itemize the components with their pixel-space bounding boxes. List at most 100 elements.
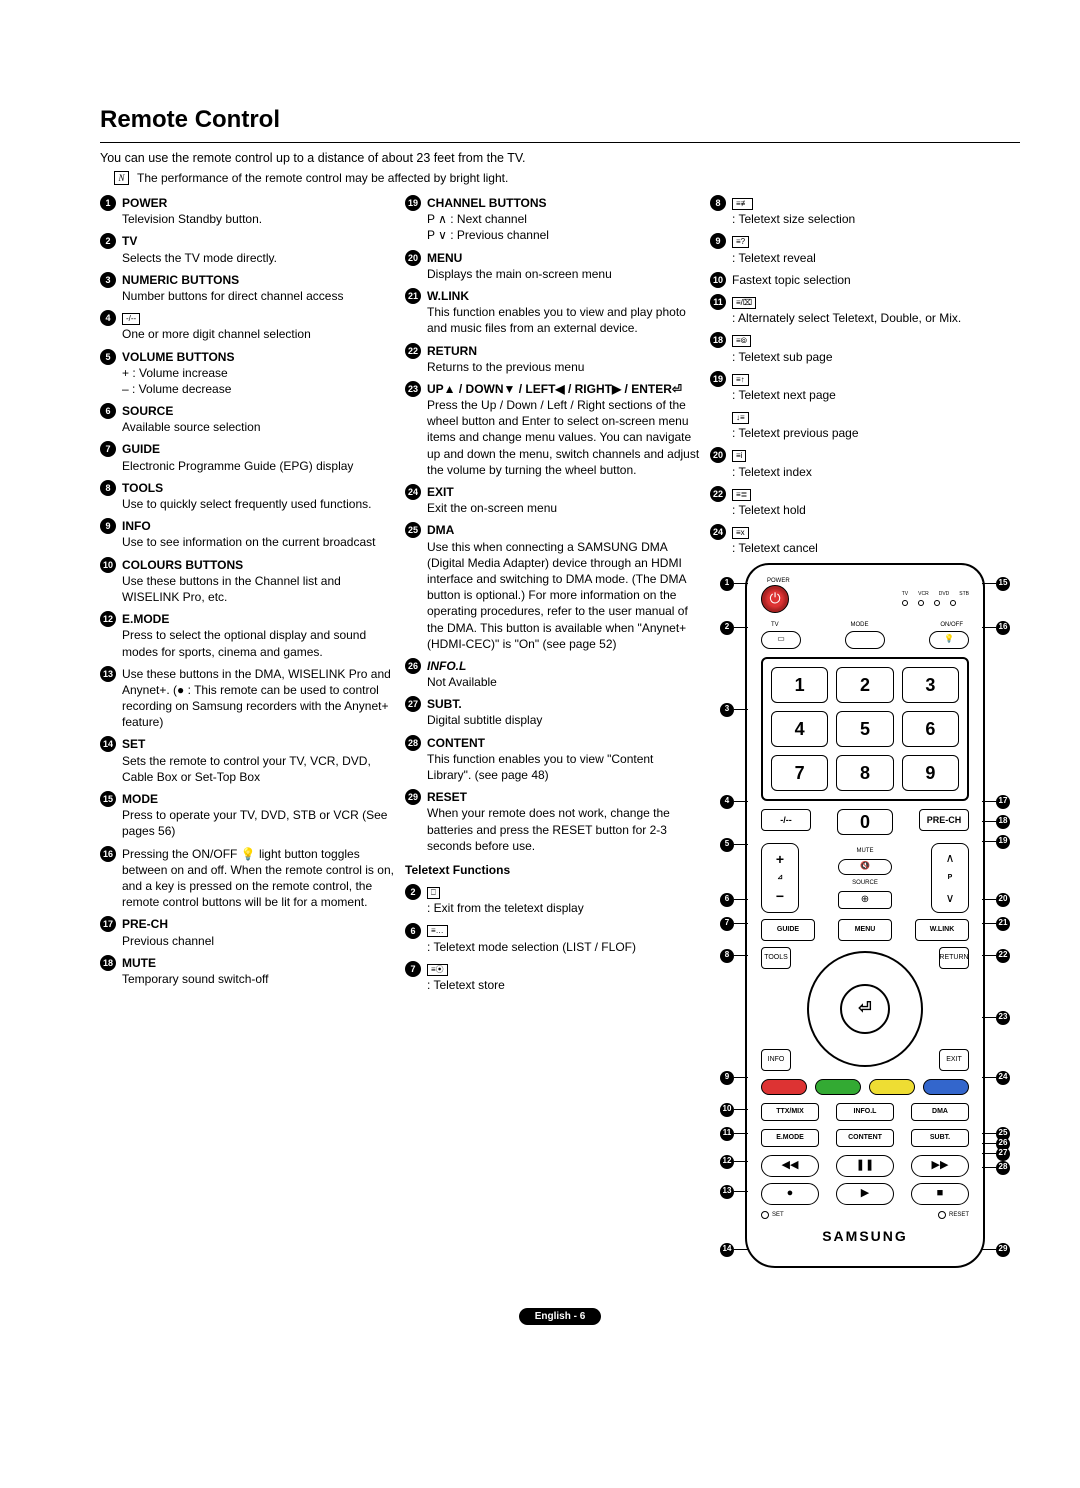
list-item: 3NUMERIC BUTTONSNumber buttons for direc… xyxy=(100,272,395,304)
note-text: The performance of the remote control ma… xyxy=(137,171,508,185)
item-number-badge: 18 xyxy=(710,332,726,348)
item-body: CONTENTThis function enables you to view… xyxy=(427,735,700,784)
callout-badge-right: 27 xyxy=(996,1147,1010,1161)
teletext-glyph-icon: ≡⦿ xyxy=(427,964,448,976)
item-label: DMA xyxy=(427,523,454,537)
item-body: ≡≢ : Teletext size selection xyxy=(732,195,1020,227)
item-description: : Teletext store xyxy=(427,977,700,993)
item-body: SETSets the remote to control your TV, V… xyxy=(122,736,395,785)
item-label: INFO xyxy=(122,519,151,533)
item-number-badge: 19 xyxy=(405,195,421,211)
item-body: TOOLSUse to quickly select frequently us… xyxy=(122,480,395,512)
item-description: + : Volume increase– : Volume decrease xyxy=(122,365,395,397)
item-description: Fastext topic selection xyxy=(732,272,1020,288)
exit-button-icon: EXIT xyxy=(939,1049,969,1071)
callout-badge-left: 7 xyxy=(720,917,734,931)
list-item: 18 ≡⦾ : Teletext sub page xyxy=(710,332,1020,364)
item-number-badge: 22 xyxy=(710,486,726,502)
item-number-badge: 12 xyxy=(100,611,116,627)
list-item: 16Pressing the ON/OFF 💡 light button tog… xyxy=(100,846,395,911)
item-label: EXIT xyxy=(427,485,454,499)
list-item: 10COLOURS BUTTONSUse these buttons in th… xyxy=(100,557,395,606)
item-description: Use to quickly select frequently used fu… xyxy=(122,496,395,512)
item-description: Television Standby button. xyxy=(122,211,395,227)
item-label: UP▲ / DOWN▼ / LEFT◀ / RIGHT▶ / ENTER⏎ xyxy=(427,382,682,396)
item-label: SUBT. xyxy=(427,697,462,711)
mid-stack: MUTE 🔇 SOURCE ⊕ xyxy=(838,847,892,909)
list-item: 26INFO.LNot Available xyxy=(405,658,700,690)
item-description: This function enables you to view and pl… xyxy=(427,304,700,336)
item-number-badge: 13 xyxy=(100,666,116,682)
playback-row-1: ◀◀❚❚▶▶ xyxy=(761,1155,969,1177)
item-label: MUTE xyxy=(122,956,156,970)
item-label: TOOLS xyxy=(122,481,163,495)
red-button-icon xyxy=(761,1079,807,1095)
callout-badge-left: 4 xyxy=(720,795,734,809)
item-number-badge: 18 xyxy=(100,955,116,971)
func-row-1: TTX/MIXINFO.LDMA xyxy=(761,1103,969,1121)
item-description: Exit the on-screen menu xyxy=(427,500,700,516)
callout-badge-left: 14 xyxy=(720,1243,734,1257)
enter-button-icon: ⏎ xyxy=(840,984,890,1034)
onoff-button-icon: 💡 xyxy=(929,631,969,649)
list-item: 18MUTETemporary sound switch-off xyxy=(100,955,395,987)
item-body: TVSelects the TV mode directly. xyxy=(122,233,395,265)
callout-badge-left: 2 xyxy=(720,621,734,635)
col2-list: 19CHANNEL BUTTONSP ∧ : Next channelP ∨ :… xyxy=(405,195,700,854)
list-item: 13 Use these buttons in the DMA, WISELINK… xyxy=(100,666,395,731)
teletext-glyph-icon: ≡… xyxy=(427,925,448,937)
intro-text: You can use the remote control up to a d… xyxy=(100,151,1020,165)
list-item: 7GUIDEElectronic Programme Guide (EPG) d… xyxy=(100,441,395,473)
column-2: 19CHANNEL BUTTONSP ∧ : Next channelP ∨ :… xyxy=(405,195,700,999)
item-body: RESETWhen your remote does not work, cha… xyxy=(427,789,700,854)
item-body: ≡… : Teletext mode selection (LIST / FLO… xyxy=(427,923,700,955)
callout-badge-right: 16 xyxy=(996,621,1010,635)
item-body: Pressing the ON/OFF 💡 light button toggl… xyxy=(122,846,395,911)
mode-dot-icon xyxy=(902,600,908,606)
teletext-glyph-icon: ↓≡ xyxy=(732,412,749,424)
item-description: Returns to the previous menu xyxy=(427,359,700,375)
item-number-badge: 29 xyxy=(405,789,421,805)
mode-dot-label: DVD xyxy=(939,591,950,598)
item-body: DMAUse this when connecting a SAMSUNG DM… xyxy=(427,522,700,652)
item-label: MODE xyxy=(122,792,158,806)
item-label: CONTENT xyxy=(427,736,485,750)
callout-badge-left: 1 xyxy=(720,577,734,591)
list-item: 29 RESETWhen your remote does not work, c… xyxy=(405,789,700,854)
list-item: 27SUBT.Digital subtitle display xyxy=(405,696,700,728)
set-label: SET xyxy=(772,1211,784,1219)
item-body: ≡/⌧ : Alternately select Teletext, Doubl… xyxy=(732,294,1020,326)
item-body: POWERTelevision Standby button. xyxy=(122,195,395,227)
col1-list: 1POWERTelevision Standby button.2TVSelec… xyxy=(100,195,395,987)
record-button-icon: ▶ xyxy=(836,1183,894,1205)
item-description: : Teletext mode selection (LIST / FLOF) xyxy=(427,939,700,955)
item-number-badge: 20 xyxy=(710,447,726,463)
item-body: Fastext topic selection xyxy=(732,272,1020,288)
item-description: Available source selection xyxy=(122,419,395,435)
item-description: Previous channel xyxy=(122,933,395,949)
columns: 1 POWERTelevision Standby button. 2 TVSelec… xyxy=(100,195,1020,1268)
item-description: : Teletext next page xyxy=(732,387,1020,403)
record-button-icon: ■ xyxy=(911,1183,969,1205)
item-description: Use these buttons in the DMA, WISELINK P… xyxy=(122,666,395,731)
teletext-glyph-icon: ≡/⌧ xyxy=(732,297,756,309)
reset-label: RESET xyxy=(949,1211,969,1219)
tv-button-icon: ▭ xyxy=(761,631,801,649)
item-label: SOURCE xyxy=(122,404,173,418)
list-item: 12E.MODEPress to select the optional dis… xyxy=(100,611,395,660)
list-item: 9≡? : Teletext reveal xyxy=(710,233,1020,265)
tools-button-icon: TOOLS xyxy=(761,947,791,969)
item-number-badge: 4 xyxy=(100,310,116,326)
col3-list: 8≡≢ : Teletext size selection9≡? : Telet… xyxy=(710,195,1020,557)
callout-badge-right: 20 xyxy=(996,893,1010,907)
item-description: One or more digit channel selection xyxy=(122,326,395,342)
yellow-button-icon xyxy=(869,1079,915,1095)
item-number-badge: 9 xyxy=(100,518,116,534)
item-label: COLOURS BUTTONS xyxy=(122,558,243,572)
item-body: ≡⦾ : Teletext sub page xyxy=(732,332,1020,364)
teletext-glyph-icon: ≡↑ xyxy=(732,374,749,386)
item-number-badge: 2 xyxy=(100,233,116,249)
item-number-badge: 19 xyxy=(710,371,726,387)
numpad-key-icon: 5 xyxy=(836,711,893,747)
channel-rocker-icon: ∧ P ∨ xyxy=(931,843,969,913)
